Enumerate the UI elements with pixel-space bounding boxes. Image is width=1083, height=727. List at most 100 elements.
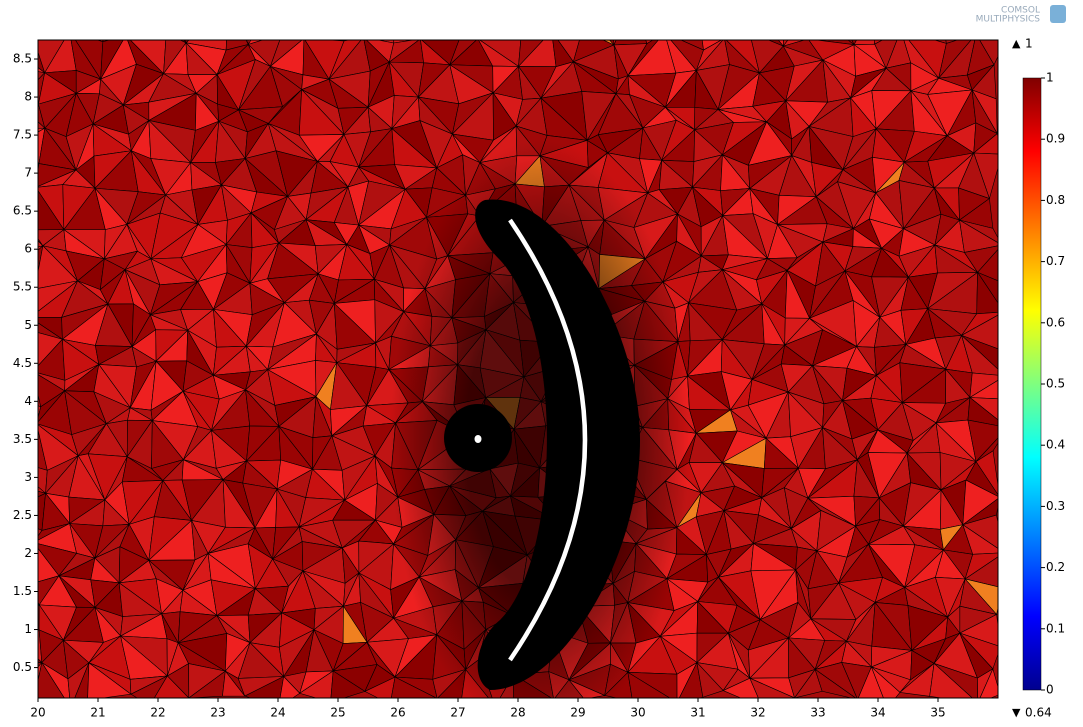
x-tick-label: 35 — [930, 706, 945, 720]
y-tick-label: 5.5 — [13, 280, 32, 294]
mesh-element — [247, 40, 264, 46]
mesh-element — [347, 5, 377, 38]
mesh-element — [696, 661, 724, 698]
x-tick-label: 33 — [810, 706, 825, 720]
mesh-element — [273, 3, 316, 38]
refined-region — [390, 140, 690, 698]
mesh-element — [38, 162, 40, 173]
mesh-element — [245, 40, 249, 45]
y-tick-label: 2 — [24, 546, 32, 560]
mesh-element — [38, 240, 44, 248]
x-tick-label: 30 — [630, 706, 645, 720]
x-tick-label: 31 — [690, 706, 705, 720]
mesh-element — [602, 40, 615, 46]
mesh-element — [871, 7, 917, 30]
mesh-element — [38, 245, 44, 251]
mesh-element — [391, 676, 437, 698]
mesh-element — [343, 40, 351, 42]
colorbar-tick-label: 0.5 — [1046, 377, 1065, 391]
mesh-element — [613, 40, 648, 46]
mesh-element — [665, 6, 699, 33]
mesh-element — [222, 670, 246, 697]
x-tick-label: 20 — [30, 706, 45, 720]
mesh-element — [463, 7, 478, 39]
dense-mesh — [475, 199, 640, 691]
mesh-element — [814, 668, 857, 698]
mesh-element — [38, 67, 45, 74]
colorbar-tick-label: 0.9 — [1046, 132, 1065, 146]
mesh-element — [87, 662, 132, 698]
x-tick-label: 22 — [150, 706, 165, 720]
max-marker: ▲ — [1012, 37, 1021, 50]
colorbar-tick-label: 0.7 — [1046, 254, 1065, 268]
mesh-element — [179, 40, 187, 44]
mesh-element — [871, 666, 901, 698]
y-tick-label: 8 — [24, 90, 32, 104]
colorbar-tick-label: 0.4 — [1046, 438, 1065, 452]
mesh-element — [38, 121, 46, 129]
mesh-element — [724, 12, 755, 38]
mesh-element — [851, 40, 857, 46]
mesh-element — [699, 10, 731, 38]
mesh-element — [247, 40, 252, 46]
y-tick-label: 2.5 — [13, 508, 32, 522]
mesh-element — [901, 7, 941, 30]
mesh-element — [633, 3, 679, 33]
y-tick-label: 3.5 — [13, 432, 32, 446]
colorbar-tick-label: 0.1 — [1046, 621, 1065, 635]
min-label: 0.64 — [1025, 706, 1052, 720]
mesh-element — [1, 0, 48, 38]
mesh-element — [126, 4, 155, 36]
mesh-element — [420, 7, 466, 39]
mesh-element — [363, 13, 393, 37]
colorbar-tick-label: 0.6 — [1046, 315, 1065, 329]
logo-icon — [1050, 5, 1066, 23]
y-tick-label: 0.5 — [13, 660, 32, 674]
mesh-element — [613, 40, 617, 46]
x-tick-label: 21 — [90, 706, 105, 720]
mesh-element — [0, 0, 47, 38]
mesh-element — [933, 40, 947, 44]
y-tick-label: 6.5 — [13, 204, 32, 218]
mesh-element — [104, 12, 137, 36]
colorbar-tick-label: 0.2 — [1046, 560, 1065, 574]
y-tick-label: 5 — [24, 318, 32, 332]
mesh-element — [478, 1, 527, 39]
mesh-element — [979, 667, 998, 698]
mesh-element — [273, 3, 304, 38]
mesh-element — [467, 7, 499, 39]
arc-boundary — [508, 218, 588, 662]
mesh-element — [941, 2, 977, 34]
mesh-element — [279, 675, 301, 698]
mesh-element — [185, 40, 227, 51]
x-tick-label: 24 — [270, 706, 285, 720]
mesh-element — [393, 40, 416, 44]
mesh-element — [126, 4, 166, 36]
mesh-element — [38, 661, 65, 698]
mesh-element — [724, 10, 755, 38]
mesh-element — [394, 4, 428, 39]
logo-text: MULTIPHYSICS — [976, 15, 1041, 25]
mesh-element — [96, 40, 104, 43]
mesh-element — [102, 40, 111, 43]
y-tick-label: 4 — [24, 394, 32, 408]
mesh-element — [47, 0, 69, 31]
mesh-element — [552, 2, 583, 31]
x-tick-label: 29 — [570, 706, 585, 720]
y-tick-label: 1 — [24, 622, 32, 636]
colorbar-tick-label: 0.3 — [1046, 499, 1065, 513]
x-tick-label: 25 — [330, 706, 345, 720]
mesh-element — [304, 4, 347, 39]
mesh-element — [153, 675, 190, 698]
mesh-element — [38, 658, 43, 663]
mesh-element — [183, 40, 187, 44]
mesh-element — [376, 40, 395, 44]
colorbar-tick-label: 0.8 — [1046, 193, 1065, 207]
mesh-element — [330, 670, 366, 698]
mesh-element — [58, 1, 104, 32]
max-label: 1 — [1025, 37, 1033, 51]
y-tick-label: 4.5 — [13, 356, 32, 370]
y-tick-label: 7 — [24, 166, 32, 180]
y-tick-label: 6 — [24, 242, 32, 256]
